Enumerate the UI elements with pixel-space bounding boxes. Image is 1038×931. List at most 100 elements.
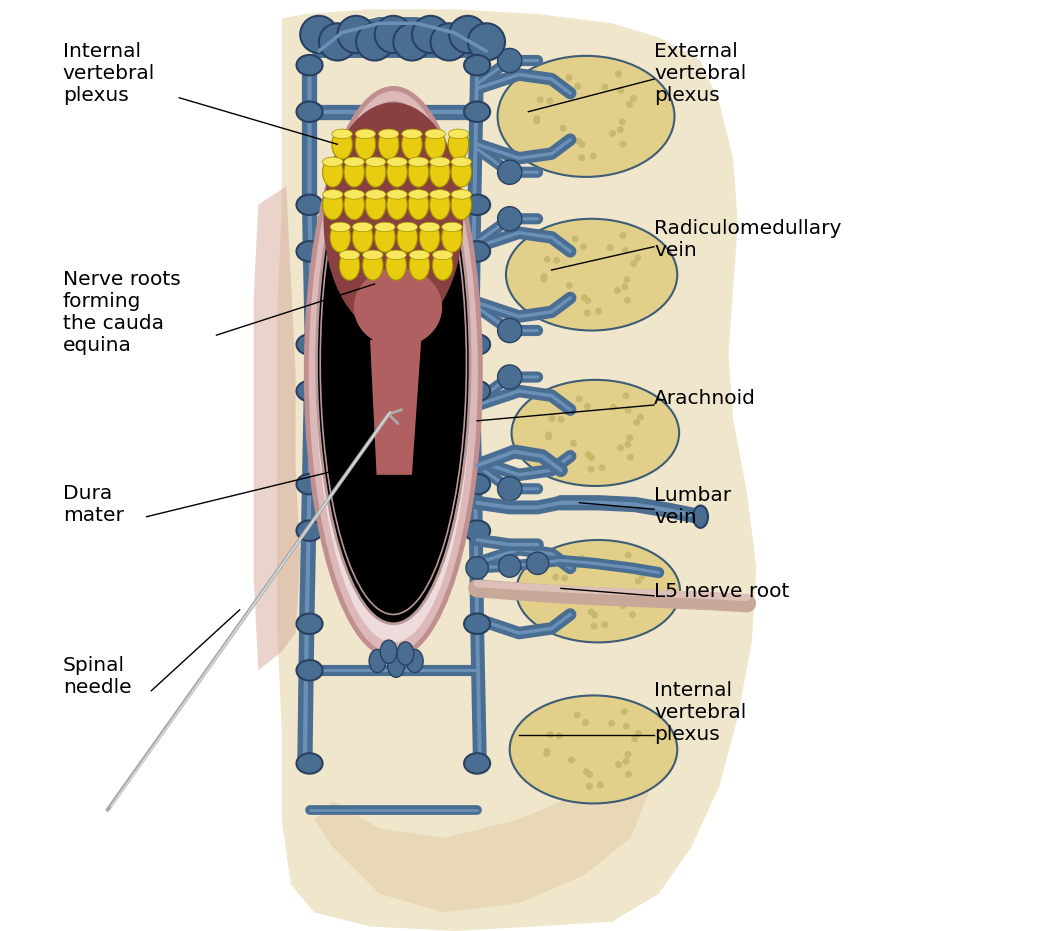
- Circle shape: [583, 769, 590, 775]
- Circle shape: [596, 308, 601, 314]
- Circle shape: [627, 435, 632, 440]
- Circle shape: [497, 207, 522, 231]
- Ellipse shape: [398, 642, 414, 665]
- Ellipse shape: [408, 157, 429, 187]
- Ellipse shape: [365, 190, 386, 220]
- Circle shape: [497, 477, 522, 501]
- Ellipse shape: [398, 223, 417, 232]
- Circle shape: [572, 236, 578, 242]
- Ellipse shape: [430, 157, 450, 167]
- Text: Dura
mater: Dura mater: [63, 484, 124, 525]
- Ellipse shape: [442, 223, 462, 232]
- Circle shape: [544, 749, 550, 754]
- Circle shape: [534, 118, 540, 124]
- Circle shape: [635, 255, 640, 261]
- Ellipse shape: [330, 223, 351, 252]
- Ellipse shape: [339, 250, 360, 280]
- Polygon shape: [277, 9, 757, 931]
- Ellipse shape: [306, 88, 481, 656]
- Ellipse shape: [510, 695, 677, 803]
- Circle shape: [585, 452, 591, 457]
- Ellipse shape: [430, 190, 450, 199]
- Circle shape: [580, 244, 586, 250]
- Circle shape: [575, 84, 580, 89]
- Circle shape: [319, 23, 356, 61]
- Text: Nerve roots
forming
the cauda
equina: Nerve roots forming the cauda equina: [63, 270, 181, 355]
- Ellipse shape: [330, 223, 351, 232]
- Circle shape: [586, 772, 593, 777]
- Ellipse shape: [425, 129, 445, 159]
- Circle shape: [620, 142, 626, 147]
- Circle shape: [616, 71, 622, 76]
- Ellipse shape: [352, 223, 373, 252]
- Circle shape: [622, 284, 628, 290]
- Circle shape: [584, 404, 591, 410]
- Circle shape: [561, 126, 566, 131]
- Circle shape: [627, 101, 632, 107]
- Ellipse shape: [379, 129, 399, 139]
- Circle shape: [579, 142, 584, 147]
- Ellipse shape: [430, 157, 450, 187]
- Circle shape: [550, 592, 555, 598]
- Circle shape: [546, 432, 551, 438]
- Circle shape: [589, 466, 594, 472]
- Circle shape: [567, 283, 572, 289]
- Circle shape: [468, 23, 506, 61]
- Circle shape: [547, 732, 553, 737]
- Ellipse shape: [297, 55, 323, 75]
- Ellipse shape: [398, 223, 417, 252]
- Circle shape: [607, 245, 612, 250]
- Ellipse shape: [344, 157, 364, 167]
- Ellipse shape: [387, 157, 407, 167]
- Ellipse shape: [380, 641, 398, 663]
- Ellipse shape: [409, 250, 430, 280]
- Circle shape: [571, 440, 576, 446]
- Circle shape: [375, 16, 412, 53]
- Ellipse shape: [354, 268, 442, 347]
- Circle shape: [631, 96, 636, 101]
- Ellipse shape: [402, 129, 422, 159]
- Ellipse shape: [297, 614, 323, 634]
- Circle shape: [576, 397, 582, 402]
- Circle shape: [631, 261, 636, 266]
- Circle shape: [639, 573, 645, 579]
- Polygon shape: [370, 340, 421, 475]
- Ellipse shape: [419, 223, 440, 252]
- Ellipse shape: [448, 129, 469, 139]
- Circle shape: [553, 258, 559, 263]
- Ellipse shape: [386, 250, 406, 260]
- Circle shape: [614, 288, 620, 293]
- Ellipse shape: [408, 157, 429, 167]
- Circle shape: [584, 310, 591, 316]
- Text: Arachnoid: Arachnoid: [654, 389, 756, 408]
- Polygon shape: [315, 763, 650, 912]
- Ellipse shape: [387, 190, 407, 199]
- Ellipse shape: [452, 190, 471, 220]
- Circle shape: [579, 556, 585, 561]
- Circle shape: [574, 599, 579, 604]
- Ellipse shape: [365, 157, 386, 167]
- Ellipse shape: [408, 190, 429, 220]
- Circle shape: [591, 154, 596, 159]
- Circle shape: [625, 751, 631, 757]
- Ellipse shape: [464, 474, 490, 494]
- Circle shape: [337, 16, 375, 53]
- Circle shape: [613, 563, 619, 569]
- Circle shape: [637, 414, 644, 420]
- Ellipse shape: [512, 380, 679, 486]
- Ellipse shape: [402, 129, 422, 139]
- Ellipse shape: [297, 195, 323, 215]
- Ellipse shape: [464, 334, 490, 355]
- Text: Lumbar
vein: Lumbar vein: [654, 486, 731, 527]
- Ellipse shape: [409, 250, 430, 260]
- Circle shape: [622, 708, 627, 714]
- Ellipse shape: [430, 190, 450, 220]
- Circle shape: [569, 757, 574, 762]
- Circle shape: [526, 552, 549, 574]
- Ellipse shape: [379, 129, 399, 159]
- Circle shape: [544, 257, 550, 263]
- Circle shape: [497, 160, 522, 184]
- Ellipse shape: [332, 129, 352, 159]
- Circle shape: [497, 318, 522, 343]
- Ellipse shape: [297, 660, 323, 681]
